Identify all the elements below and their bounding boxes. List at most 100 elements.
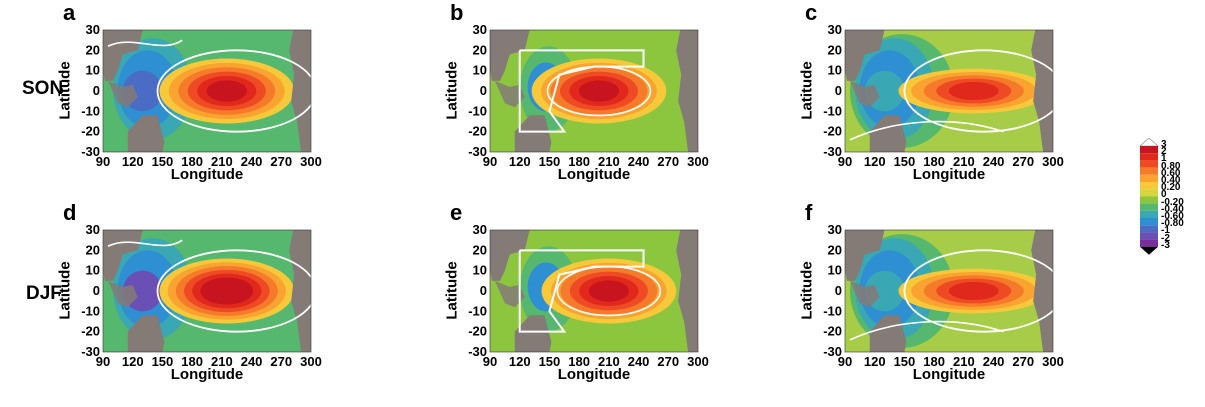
ytick-label: 0 [93,83,100,98]
panel-letter-a: a [63,0,76,25]
ytick-label: 0 [93,283,100,298]
xtick-label: 150 [539,354,561,368]
land-maritime-continent [849,280,880,308]
colorbar-label: 0.20 [1161,182,1181,194]
xtick-label: 120 [509,354,531,368]
ytick-label: -30 [468,344,487,359]
significance-contour [903,249,1053,333]
ytick-label: 30 [828,224,842,237]
ytick-label: 10 [473,263,487,278]
row-label-djf: DJF [26,283,62,304]
colorbar-label: -2 [1161,232,1170,244]
colorbar-label: -0.40 [1161,203,1184,215]
colorbar-swatch [1140,182,1158,190]
xtick-label: 270 [270,154,292,168]
xtick-label: 240 [983,154,1005,168]
colorbar-label: 2 [1161,146,1167,158]
colorbar-swatch [1140,146,1158,154]
ytick-label: -10 [81,303,100,318]
panel-letter-d: d [63,200,77,225]
land-australia [127,315,165,352]
ytick-label: 30 [473,224,487,237]
significance-contour [156,49,311,133]
xtick-label: 180 [923,154,945,168]
ytick-label: 0 [835,83,842,98]
land-maritime-continent [107,280,138,308]
xtick-label: 150 [894,354,916,368]
ytick-label: -10 [468,103,487,118]
plot-frame [102,229,312,353]
xtick-label: 300 [300,154,322,168]
xtick-label: 210 [598,354,620,368]
xtick-label: 240 [241,154,263,168]
xtick-label: 300 [1042,154,1064,168]
xtick-label: 300 [300,354,322,368]
colorbar-swatch [1140,203,1158,211]
xlabel-d: Longitude [170,366,244,383]
xtick-label: 210 [953,154,975,168]
warm-anomaly-band-4 [948,81,999,101]
colorbar-swatch [1140,167,1158,175]
colorbar-swatch [1140,210,1158,218]
warm-anomaly-band-5 [588,280,629,302]
ytick-label: 0 [480,283,487,298]
significance-contour-north [107,39,183,47]
colorbar-bottom-cap [1140,246,1158,255]
warm-anomaly-band-6 [208,281,246,301]
colorbar-swatch [1140,225,1158,233]
colorbar-label: -1 [1161,225,1170,237]
land-americas [676,230,698,352]
land-americas [289,230,311,352]
xtick-label: 180 [181,154,203,168]
xtick-label: 240 [628,154,650,168]
colorbar-swatch [1140,189,1158,197]
xtick-label: 180 [181,354,203,368]
xtick-label: 210 [598,154,620,168]
panel-letter-b: b [450,0,464,25]
ytick-label: 10 [86,63,100,78]
colorbar-label: 3 [1161,139,1167,150]
land-maritime-continent [107,80,138,108]
significance-contour-warm [546,65,652,117]
xtick-label: 90 [483,354,497,368]
ytick-label: -10 [823,303,842,318]
xlabel-b: Longitude [557,166,631,183]
ytick-label: 30 [828,24,842,37]
significance-contour-south [849,320,1004,341]
ytick-label: -10 [468,303,487,318]
significance-contour [156,249,311,333]
xtick-label: 90 [483,154,497,168]
ytick-label: -30 [468,144,487,159]
colorbar-label: -0.20 [1161,196,1184,208]
colorbar-top-cap [1139,138,1159,147]
xtick-label: 120 [122,154,144,168]
ytick-label: 30 [86,24,100,37]
land-maritime-continent [494,80,525,108]
ytick-label: -10 [823,103,842,118]
ytick-label: 20 [473,42,487,57]
ytick-label: 10 [473,63,487,78]
significance-contour-south [849,120,1004,141]
significance-contour [518,249,645,333]
colorbar-swatch [1140,153,1158,161]
xtick-label: 180 [568,154,590,168]
xtick-label: 90 [96,354,110,368]
xtick-label: 180 [923,354,945,368]
panel-letter-f: f [805,200,813,225]
significance-contour [903,49,1053,133]
xtick-label: 270 [657,154,679,168]
xtick-label: 150 [152,354,174,368]
xtick-label: 300 [687,354,709,368]
ytick-label: 20 [86,42,100,57]
ytick-label: -20 [81,324,100,339]
land-asia [490,230,530,281]
ytick-label: 10 [828,263,842,278]
land-australia [514,115,552,152]
ytick-label: -20 [468,124,487,139]
land-asia [490,30,530,81]
